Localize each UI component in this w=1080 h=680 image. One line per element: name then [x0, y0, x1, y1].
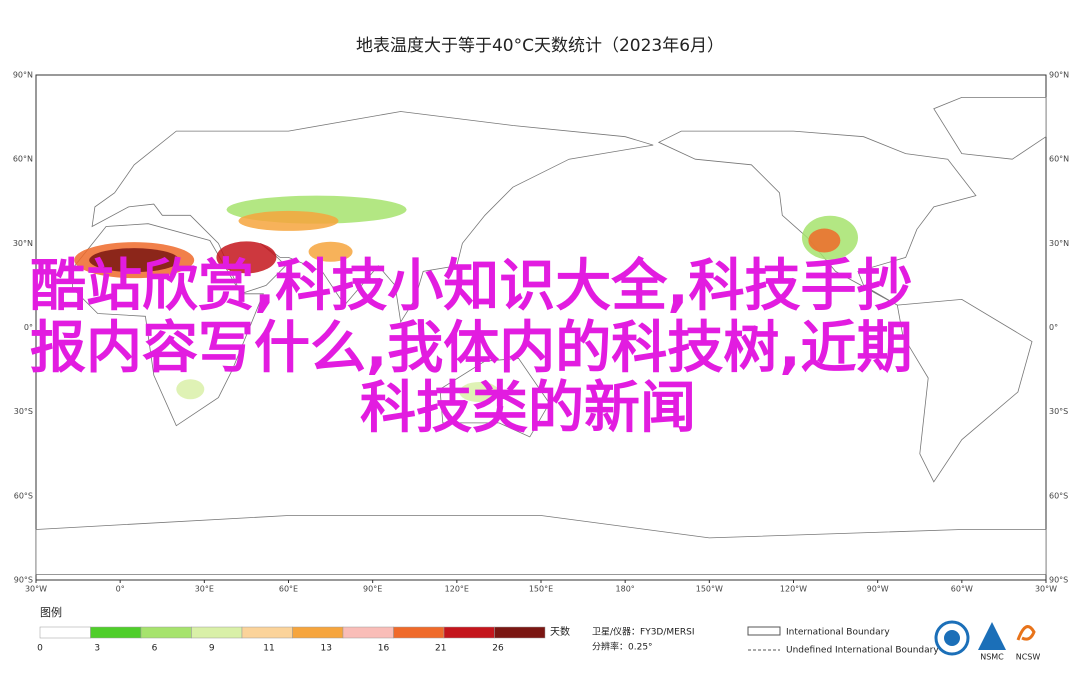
latitude-label: 0°: [24, 323, 33, 332]
watermark-line: 科技类的新闻: [360, 376, 696, 441]
heat-area: [216, 241, 277, 274]
legend-tick-label: 3: [94, 644, 100, 654]
legend-tick-label: 13: [321, 644, 332, 654]
longitude-label: 150°W: [696, 585, 723, 594]
logo-nsmc-mark: [978, 622, 1006, 650]
legend-tick-label: 11: [263, 644, 274, 654]
latitude-label: 30°N: [13, 239, 33, 248]
undefined-boundary-label: Undefined International Boundary: [786, 646, 939, 656]
heat-area: [808, 228, 841, 253]
latitude-label: 90°N: [1049, 71, 1069, 80]
map: 90°N 90°N 60°N 60°N 30°N 30°N 0° 0° 30°S 30°S 60°S…: [13, 71, 1069, 594]
watermark-line: 酷站欣赏,科技小知识大全,科技手抄: [30, 254, 913, 319]
legend-swatch: [39, 626, 91, 639]
heat-area: [459, 382, 500, 403]
antarctica: [35, 515, 1047, 575]
latitude-label: 60°N: [13, 155, 33, 164]
legend-tick-label: 6: [152, 644, 158, 654]
legend-unit: 天数: [550, 625, 570, 638]
longitude-label: 120°W: [780, 585, 807, 594]
latitude-label: 90°S: [1049, 576, 1068, 585]
legend-swatch: [292, 626, 344, 639]
longitude-label: 30°W: [1035, 585, 1057, 594]
heat-area: [308, 241, 353, 262]
legend-tick-label: 9: [209, 644, 215, 654]
legend-swatch: [90, 626, 142, 639]
latitude-label: 30°S: [14, 407, 33, 416]
latitude-label: 90°N: [13, 71, 33, 80]
legend-tick-label: 21: [435, 644, 446, 654]
legend-swatch: [494, 626, 546, 639]
legend: 图例 天数 0 3 6 9 11 13 16 21 26: [37, 605, 570, 654]
legend-swatch: [140, 626, 192, 639]
longitude-label: 120°E: [445, 585, 469, 594]
longitude-label: 30°E: [195, 585, 214, 594]
legend-swatch: [241, 626, 293, 639]
south-america: [896, 298, 1033, 483]
longitude-label: 90°W: [867, 585, 889, 594]
legend-swatch: [342, 626, 394, 639]
longitude-label: 30°W: [25, 585, 47, 594]
legend-tick-label: 26: [492, 644, 504, 654]
watermark-line: 报内容写什么,我体内的科技树,近期: [30, 316, 913, 381]
resolution-info: 分辨率：0.25°: [592, 641, 653, 653]
longitude-label: 150°E: [529, 585, 553, 594]
latitude-label: 30°S: [1049, 407, 1068, 416]
logo-ncsw-mark: [1016, 625, 1036, 641]
heat-area: [176, 379, 205, 400]
longitude-label: 90°E: [363, 585, 382, 594]
logo-ncsw: NCSW: [1016, 653, 1041, 662]
logo-nsmc: NSMC: [980, 653, 1004, 662]
heat-area: [89, 248, 180, 273]
legend-tick-label: 16: [378, 644, 390, 654]
legend-swatch: [443, 626, 495, 639]
latitude-label: 60°N: [1049, 155, 1069, 164]
longitude-label: 60°W: [951, 585, 973, 594]
map-title: 地表温度大于等于40°C天数统计（2023年6月）: [356, 36, 724, 56]
satellite-info: 卫星/仪器：FY3D/MERSI: [592, 627, 694, 638]
latitude-label: 60°S: [14, 491, 33, 500]
logo-cma-core: [944, 630, 960, 646]
boundary-symbol: [747, 626, 781, 636]
longitude-label: 180°: [616, 585, 635, 594]
greenland: [933, 97, 1047, 160]
latitude-label: 60°S: [1049, 491, 1068, 500]
legend-swatch: [191, 626, 243, 639]
latitude-label: 0°: [1049, 323, 1058, 332]
legend-title: 图例: [40, 605, 62, 619]
heat-area: [238, 210, 339, 231]
legend-swatch: [393, 626, 445, 639]
legend-tick-label: 0: [37, 644, 43, 654]
logo-cma: [934, 620, 970, 656]
latitude-label: 90°S: [14, 576, 33, 585]
boundary-label: International Boundary: [786, 628, 890, 638]
longitude-label: 0°: [116, 585, 125, 594]
longitude-label: 60°E: [279, 585, 298, 594]
latitude-label: 30°N: [1049, 239, 1069, 248]
